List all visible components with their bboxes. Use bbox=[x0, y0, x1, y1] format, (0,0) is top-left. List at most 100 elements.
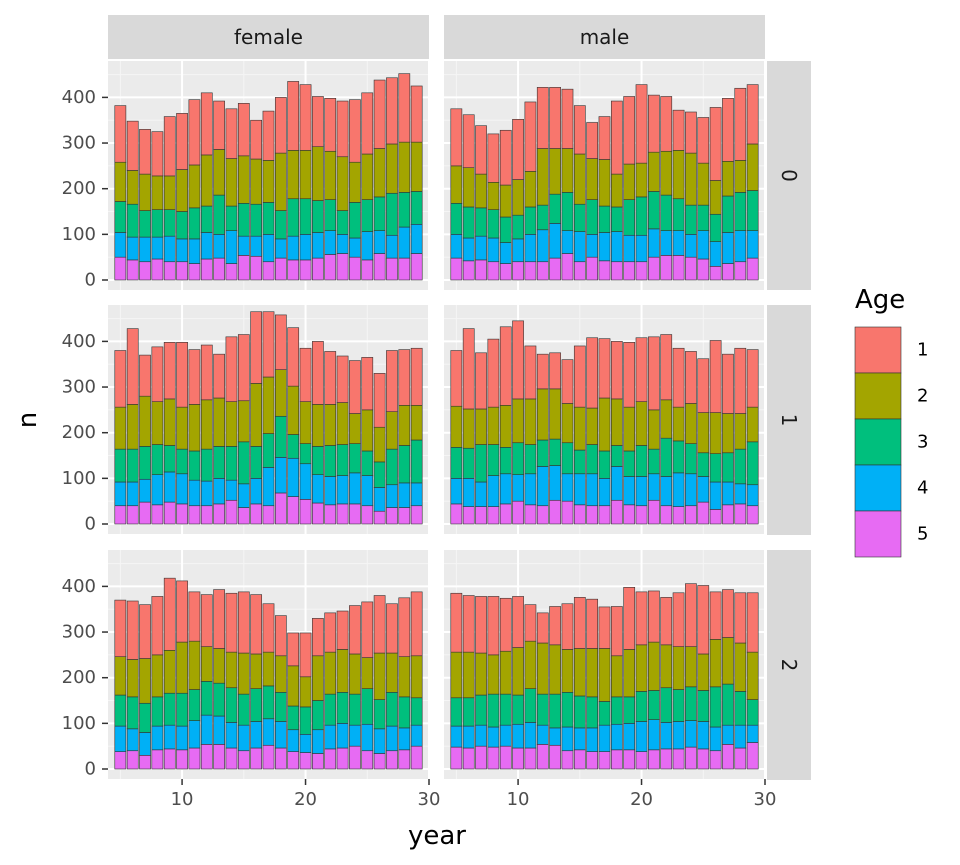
bar-year-20-age-5 bbox=[635, 751, 648, 770]
bar-year-22-age-1 bbox=[324, 98, 337, 152]
bar-year-19-age-4 bbox=[287, 729, 300, 752]
bar-year-26-age-2 bbox=[373, 148, 386, 198]
bar-year-19-age-4 bbox=[287, 235, 300, 261]
bar-year-28-age-3 bbox=[734, 448, 747, 485]
x-tick-label: 20 bbox=[630, 789, 653, 810]
bar-year-16-age-5 bbox=[250, 255, 263, 281]
bar-year-13-age-4 bbox=[549, 223, 561, 259]
bar-year-19-age-5 bbox=[287, 259, 300, 281]
bar-year-29-age-2 bbox=[410, 404, 423, 441]
bar-year-23-age-5 bbox=[672, 255, 685, 281]
bar-year-11-age-5 bbox=[188, 747, 201, 770]
bar-year-18-age-4 bbox=[610, 231, 623, 263]
bar-year-27-age-1 bbox=[386, 350, 398, 412]
bar-year-24-age-4 bbox=[349, 472, 361, 505]
bar-year-17-age-5 bbox=[598, 505, 611, 525]
bar-year-14-age-1 bbox=[225, 592, 238, 653]
bar-year-13-age-2 bbox=[213, 397, 225, 447]
bar-year-9-age-4 bbox=[499, 242, 512, 264]
bar-year-18-age-5 bbox=[274, 747, 287, 770]
bar-year-6-age-2 bbox=[126, 404, 139, 450]
bar-year-16-age-3 bbox=[250, 688, 263, 722]
bar-year-8-age-5 bbox=[487, 746, 500, 770]
bar-year-29-age-5 bbox=[410, 253, 423, 281]
bar-year-11-age-3 bbox=[188, 450, 201, 481]
bar-year-7-age-1 bbox=[139, 354, 151, 397]
bar-year-9-age-1 bbox=[163, 341, 176, 400]
bar-year-13-age-2 bbox=[213, 648, 225, 684]
legend-label-1: 1 bbox=[917, 340, 928, 361]
bar-year-22-age-5 bbox=[660, 255, 673, 281]
bar-year-7-age-5 bbox=[475, 506, 487, 525]
bar-year-12-age-1 bbox=[536, 353, 549, 390]
bar-year-26-age-3 bbox=[373, 699, 386, 730]
bar-year-12-age-3 bbox=[200, 205, 213, 233]
bar-year-20-age-3 bbox=[299, 198, 312, 235]
bar-year-13-age-4 bbox=[213, 715, 225, 745]
bar-year-13-age-3 bbox=[549, 693, 561, 729]
bar-year-6-age-1 bbox=[126, 328, 139, 405]
bar-year-20-age-2 bbox=[635, 401, 648, 446]
legend-key-2 bbox=[854, 372, 902, 420]
bar-year-24-age-2 bbox=[685, 646, 697, 688]
bar-year-28-age-4 bbox=[734, 230, 747, 263]
bar-year-6-age-5 bbox=[126, 259, 139, 281]
bar-year-8-age-4 bbox=[487, 475, 500, 507]
bar-year-11-age-2 bbox=[188, 640, 201, 690]
y-tick-label: 0 bbox=[85, 759, 96, 780]
bar-year-13-age-3 bbox=[549, 193, 561, 224]
bar-year-29-age-3 bbox=[410, 439, 423, 484]
panel-male-2 bbox=[444, 550, 766, 779]
bar-year-20-age-2 bbox=[299, 676, 312, 708]
bar-year-5-age-1 bbox=[114, 599, 127, 658]
bar-year-13-age-2 bbox=[213, 149, 225, 196]
bar-year-20-age-1 bbox=[635, 591, 648, 646]
bar-year-11-age-5 bbox=[524, 261, 537, 281]
bar-year-7-age-2 bbox=[475, 408, 487, 445]
bar-year-27-age-4 bbox=[722, 724, 734, 745]
bar-year-28-age-1 bbox=[398, 349, 411, 406]
bar-year-15-age-3 bbox=[237, 441, 250, 485]
bar-year-11-age-4 bbox=[524, 234, 537, 263]
bar-year-16-age-1 bbox=[586, 337, 599, 409]
bar-year-24-age-2 bbox=[685, 403, 697, 444]
bar-year-8-age-1 bbox=[151, 596, 164, 656]
bar-year-13-age-5 bbox=[549, 499, 561, 525]
bar-year-7-age-3 bbox=[139, 446, 151, 480]
bar-year-14-age-1 bbox=[561, 359, 574, 404]
bar-year-15-age-4 bbox=[573, 727, 586, 751]
bar-year-26-age-2 bbox=[373, 652, 386, 700]
bar-year-25-age-2 bbox=[697, 412, 710, 454]
bar-year-25-age-3 bbox=[361, 450, 374, 476]
bar-year-12-age-2 bbox=[536, 642, 549, 695]
bar-year-8-age-4 bbox=[151, 236, 164, 260]
bar-year-6-age-1 bbox=[462, 595, 475, 653]
bar-year-27-age-1 bbox=[722, 353, 734, 414]
bar-year-28-age-4 bbox=[398, 727, 411, 751]
bar-year-21-age-2 bbox=[312, 655, 324, 701]
bar-year-24-age-2 bbox=[349, 413, 361, 444]
bar-year-10-age-4 bbox=[176, 725, 188, 751]
bar-year-21-age-5 bbox=[312, 257, 324, 281]
bar-year-24-age-1 bbox=[685, 111, 697, 154]
bar-year-29-age-2 bbox=[746, 143, 759, 191]
bar-year-9-age-3 bbox=[163, 445, 176, 473]
bar-year-16-age-2 bbox=[250, 383, 263, 447]
bar-year-9-age-2 bbox=[499, 404, 512, 448]
bar-year-10-age-4 bbox=[176, 473, 188, 505]
bar-year-25-age-1 bbox=[697, 358, 710, 413]
bar-year-9-age-1 bbox=[499, 326, 512, 406]
bar-year-26-age-5 bbox=[709, 750, 722, 770]
bar-year-5-age-2 bbox=[114, 406, 127, 450]
bar-year-12-age-2 bbox=[536, 388, 549, 441]
bar-year-16-age-1 bbox=[250, 594, 263, 655]
bar-year-12-age-1 bbox=[536, 87, 549, 149]
bar-year-15-age-4 bbox=[573, 231, 586, 263]
bar-year-23-age-4 bbox=[672, 230, 685, 256]
bar-year-8-age-5 bbox=[151, 504, 164, 525]
legend-key-1 bbox=[854, 326, 902, 374]
panel-male-1 bbox=[444, 305, 766, 534]
bar-year-10-age-3 bbox=[176, 692, 188, 727]
bar-year-7-age-1 bbox=[139, 129, 151, 175]
bar-year-29-age-2 bbox=[410, 655, 423, 699]
